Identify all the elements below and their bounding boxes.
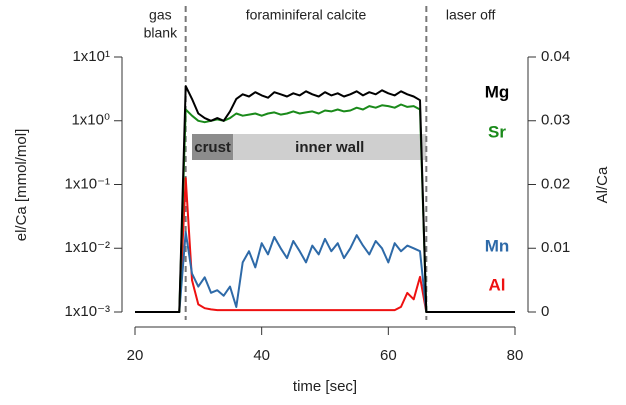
region-label: gas [149,7,172,23]
y-tick-label: 1x10¹ [72,48,110,65]
zone-bar [192,134,234,160]
series-label: Al [489,275,506,294]
region-label: laser off [446,7,496,23]
y-axis-label: el/Ca [mmol/mol] [13,129,30,242]
series-label: Sr [488,122,506,141]
y2-tick-label: 0.04 [541,48,570,65]
y2-tick-label: 0.01 [541,239,570,256]
series-label: Mn [485,236,510,255]
y-tick-label: 1x10⁻¹ [65,175,110,192]
series-line [135,85,515,313]
x-tick-label: 60 [380,347,397,364]
x-tick-label: 40 [253,347,270,364]
y-tick-label: 1x10⁻² [65,239,110,256]
x-axis-label: time [sec] [293,378,357,395]
series-line [135,177,515,313]
zone-label: inner wall [295,139,364,156]
y2-axis-label: Al/Ca [594,166,611,203]
x-tick-label: 80 [507,347,524,364]
zone-label: crust [194,139,231,156]
x-tick-label: 20 [127,347,144,364]
zone-bar [233,134,427,160]
region-label: foraminiferal calcite [246,7,367,23]
y2-tick-label: 0 [541,303,549,320]
y-tick-label: 1x10⁰ [71,112,110,129]
y2-tick-label: 0.02 [541,175,570,192]
y2-tick-label: 0.03 [541,112,570,129]
series-line [135,231,515,313]
y-tick-label: 1x10⁻³ [65,303,110,320]
series-label: Mg [485,82,510,101]
region-label: blank [144,25,178,41]
